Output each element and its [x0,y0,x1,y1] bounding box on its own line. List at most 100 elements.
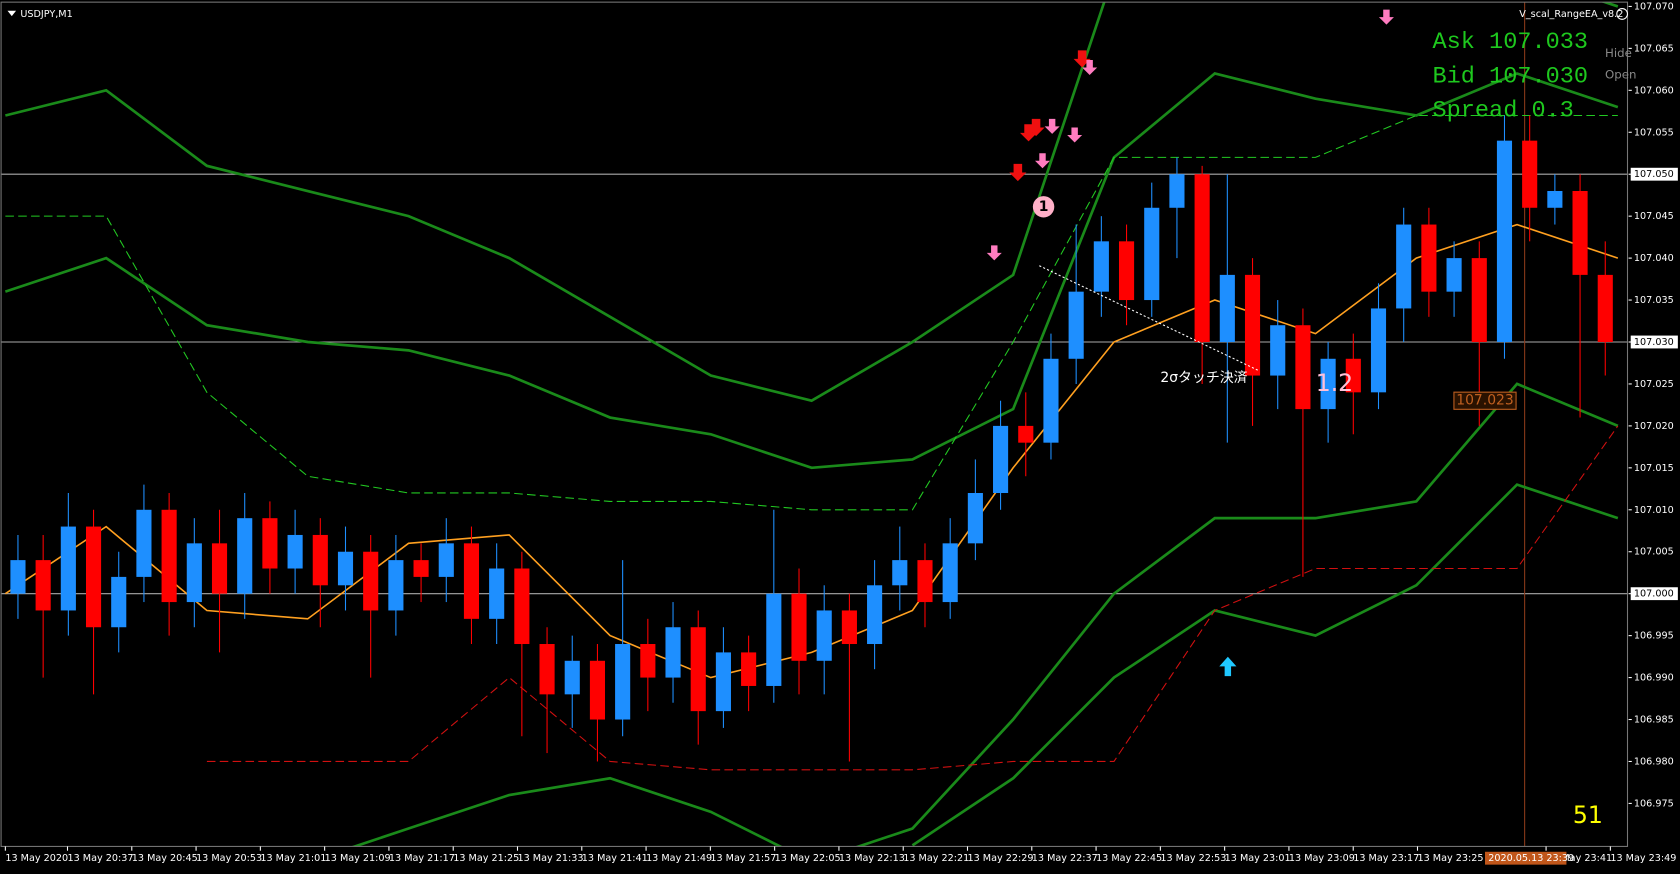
x-tick-label: 13 May 22:13 [839,853,905,864]
x-tick-label: 13 May 20:53 [196,853,262,864]
candle-body [1421,224,1437,292]
x-tick-label: 13 May 21:25 [453,853,519,864]
indicator-line [911,483,1619,847]
x-tick-label: 13 May 22:53 [1160,853,1226,864]
level-box [1630,335,1678,349]
candle-body [816,610,832,661]
level-label: 107.030 [1634,337,1674,348]
x-tick-label: 13 May 22:37 [1032,853,1098,864]
menu-arrow[interactable] [7,10,17,17]
x-tick-label: 13 May 23:09 [1289,853,1355,864]
y-tick-label: 107.040 [1634,253,1674,264]
candle-body [237,518,253,594]
candle-body [211,543,228,594]
candle-body [892,560,908,586]
candle-body [10,560,26,594]
x-tick-label: 13 May 22:45 [1096,853,1162,864]
x-tick-label: 13 May 21:09 [325,853,391,864]
candle-body [186,543,202,603]
y-tick-label: 107.005 [1634,547,1674,558]
bid: Bid 107.030 [1433,63,1589,90]
ask: Ask 107.033 [1433,29,1589,56]
candle-body [690,627,706,712]
candle-body [161,509,177,603]
open-button[interactable]: Open [1605,67,1636,81]
y-tick-label: 107.055 [1634,127,1674,138]
candle-body [1068,291,1084,359]
x-tick-label: 13 May 21:49 [646,853,712,864]
y-tick-label: 107.035 [1634,295,1674,306]
y-tick-label: 107.045 [1634,211,1674,222]
candle-body [1597,274,1613,342]
candle-body [1572,190,1588,275]
candle-body [1370,308,1387,393]
y-tick-label: 107.060 [1634,85,1674,96]
indicator-line [5,2,1619,403]
candle-body [85,526,102,628]
candle-body [791,593,807,661]
x-tick-label: 13 May 22:21 [903,853,969,864]
candle-body [363,551,379,611]
ea-name: V_scal_RangeEA_v8.2 [1519,9,1623,20]
candle-body [1320,358,1336,410]
x-tick-label: 13 May 23:41 [1546,853,1612,864]
symbol-label: USDJPY,M1 [20,9,72,20]
y-tick-label: 106.995 [1634,631,1674,642]
y-tick-label: 106.985 [1634,715,1674,726]
hide-button[interactable]: Hide [1605,46,1632,60]
y-tick-label: 106.990 [1634,673,1674,684]
cursor-time: 2020.05.13 23:39 [1488,853,1574,864]
y-tick-label: 107.070 [1634,1,1674,12]
y-tick-label: 106.975 [1634,798,1674,809]
indicator-line [4,223,1619,679]
x-tick-label: 13 May 23:49 [1610,853,1676,864]
candle-body [388,560,404,611]
candle-body [539,644,555,695]
candle-body [766,593,782,686]
candle-body [1522,140,1538,208]
x-tick-label: 13 May 23:01 [1225,853,1291,864]
candle-body [489,568,505,619]
candle-body [917,560,933,603]
plot-area [1,2,1628,847]
x-tick-label: 13 May 21:57 [710,853,776,864]
y-tick-label: 107.065 [1634,43,1674,54]
candle-body [111,576,127,628]
counter: 51 [1573,801,1603,829]
candle-body [665,627,681,678]
candle-body [1547,190,1563,208]
level-label: 107.000 [1634,589,1674,600]
spread: Spread 0.3 [1433,98,1574,125]
candle-body [1093,241,1109,292]
x-tick-label: 13 May 21:41 [582,853,648,864]
candle-body [589,660,606,720]
marker-number: 1 [1039,199,1049,215]
y-tick-label: 107.015 [1634,463,1674,474]
candle-body [841,610,857,645]
candle-body [1270,325,1286,376]
candle-body [1043,358,1059,443]
y-tick-label: 107.020 [1634,421,1674,432]
y-tick-label: 107.025 [1634,379,1674,390]
candle-body [1396,224,1412,309]
price-marker-label: 107.023 [1456,393,1514,409]
candle-body [262,518,278,569]
candle-body [967,493,983,544]
candle-body [564,660,580,695]
y-tick-label: 107.010 [1634,505,1674,516]
indicator-line [206,425,1619,771]
candle-body [615,644,631,720]
level-label: 107.050 [1634,169,1674,180]
candle-body [136,509,152,577]
candle-body [1496,140,1513,342]
level-box [1630,587,1678,601]
candle-body [413,560,429,577]
ea-icon[interactable] [1616,8,1629,20]
x-tick-label: 13 May 2020 [5,853,68,864]
candle-body [1169,174,1185,208]
x-tick-label: 13 May 22:29 [967,853,1033,864]
candle-body [337,551,354,586]
candle-body [1345,358,1361,393]
candle-body [942,543,958,603]
